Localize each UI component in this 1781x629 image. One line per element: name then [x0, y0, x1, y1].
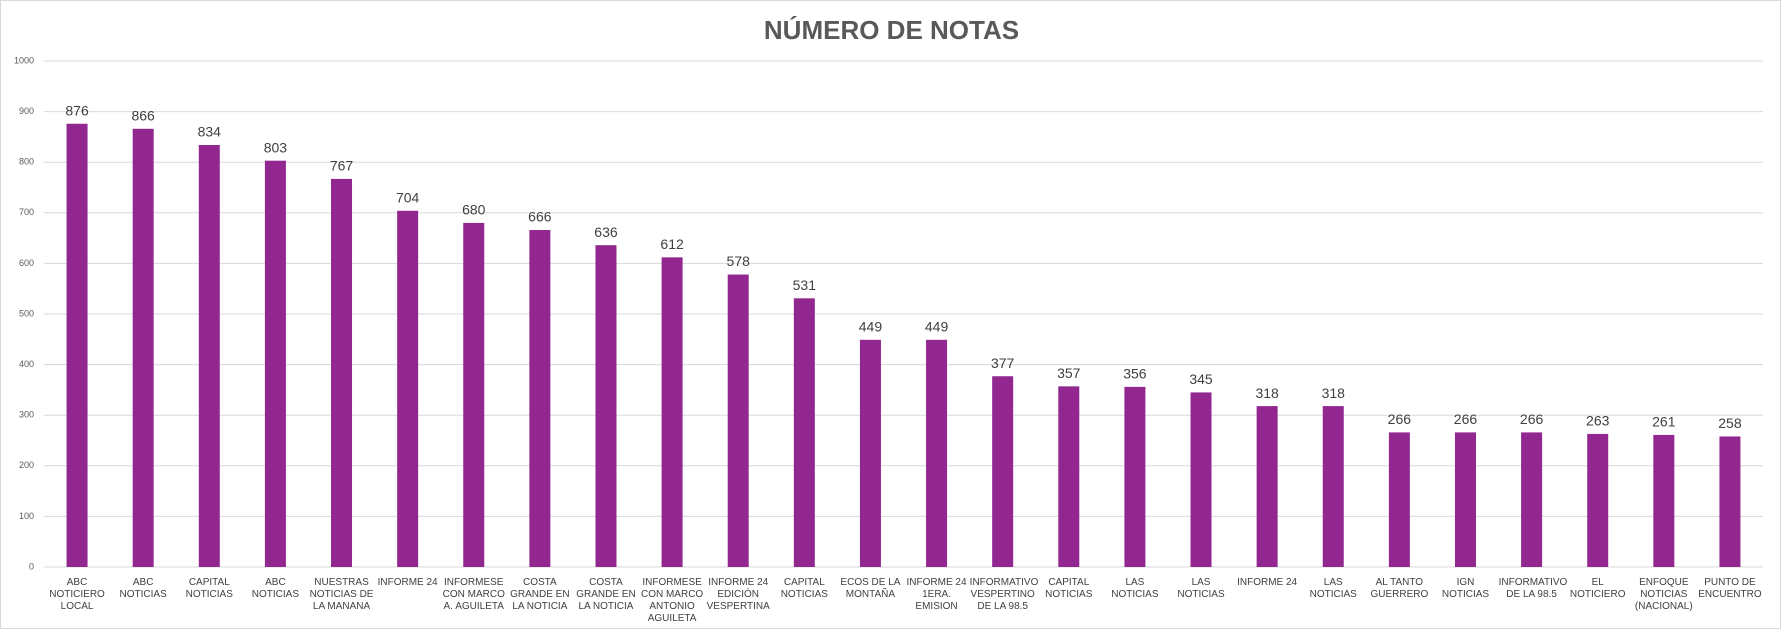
bar — [463, 222, 485, 568]
bar — [1322, 406, 1344, 567]
data-label: 318 — [1322, 385, 1346, 401]
x-tick-label: CAPITAL NOTICIAS — [185, 577, 233, 600]
x-tick-label: LAS NOTICIAS — [1177, 577, 1225, 600]
y-tick-label: 100 — [19, 511, 34, 521]
x-tick-label: IGN NOTICIAS — [1441, 577, 1490, 600]
data-label: 866 — [131, 108, 155, 124]
x-tick-label: INFORME 24 — [1237, 577, 1298, 588]
x-tick-label: LAS NOTICIAS — [1309, 577, 1357, 600]
bar — [1256, 406, 1278, 567]
data-label: 636 — [594, 224, 618, 240]
bar — [1587, 433, 1609, 567]
data-label: 345 — [1189, 371, 1213, 387]
x-tick-label: CAPITAL NOTICIAS — [1045, 577, 1093, 600]
x-tick-label: ABC NOTICIAS — [119, 577, 167, 600]
data-label: 263 — [1586, 413, 1610, 429]
x-tick-label: INFORMATIVO DE LA 98.5 — [1498, 577, 1568, 600]
x-tick-label: CAPITAL NOTICIAS — [780, 577, 828, 600]
bar — [1454, 432, 1476, 567]
x-tick-label: COSTA GRANDE EN LA NOTICIA — [576, 577, 636, 612]
y-tick-label: 800 — [19, 157, 34, 167]
data-label: 266 — [1520, 411, 1544, 427]
bar — [264, 160, 286, 567]
x-tick-label: INFORMESE CON MARCO A. AGUILETA — [442, 577, 505, 612]
y-tick-label: 300 — [19, 410, 34, 420]
x-tick-label: ECOS DE LA MONTAÑA — [840, 577, 901, 600]
y-tick-label: 700 — [19, 207, 34, 217]
x-tick-label: NUESTRAS NOTICIAS DE LA MANANA — [309, 577, 374, 612]
bar — [595, 245, 617, 567]
x-tick-label: AL TANTO GUERRERO — [1370, 577, 1429, 600]
data-label: 578 — [727, 253, 751, 269]
bar — [1388, 432, 1410, 567]
x-tick-label: INFORME 24 EDICIÓN VESPERTINA — [706, 577, 770, 612]
data-label: 612 — [660, 236, 684, 252]
data-label: 803 — [264, 139, 288, 155]
data-label: 876 — [65, 102, 89, 118]
bar — [198, 144, 220, 567]
bar — [331, 178, 353, 567]
bar — [859, 339, 881, 567]
x-tick-label: ABC NOTICIAS — [251, 577, 299, 600]
bar — [529, 230, 551, 567]
data-label: 704 — [396, 189, 420, 205]
data-label: 356 — [1123, 366, 1147, 382]
data-label: 258 — [1718, 415, 1742, 431]
x-tick-label: INFORME 24 — [377, 577, 438, 588]
y-tick-label: 200 — [19, 460, 34, 470]
bar — [132, 128, 154, 567]
data-label: 266 — [1388, 411, 1412, 427]
data-label: 834 — [198, 124, 222, 140]
data-label: 666 — [528, 209, 552, 225]
data-label: 767 — [330, 158, 354, 174]
y-tick-label: 0 — [29, 561, 34, 571]
data-label: 266 — [1454, 411, 1478, 427]
y-tick-label: 400 — [19, 359, 34, 369]
x-tick-label: INFORME 24 1ERA. EMISION — [906, 577, 967, 612]
y-tick-label: 600 — [19, 258, 34, 268]
x-tick-label: PUNTO DE ENCUENTRO — [1698, 577, 1762, 600]
x-tick-label: INFORMESE CON MARCO ANTONIO AGUILETA — [640, 577, 704, 624]
bar — [1521, 432, 1543, 567]
x-tick-label: ENFOQUE NOTICIAS (NACIONAL) — [1634, 577, 1693, 612]
x-tick-label: ABC NOTICIERO LOCAL — [49, 577, 105, 612]
x-tick-label: EL NOTICIERO — [1569, 577, 1626, 600]
data-label: 449 — [925, 319, 949, 335]
bar — [793, 298, 815, 567]
bar — [992, 376, 1014, 567]
data-label: 531 — [793, 277, 817, 293]
bar — [926, 339, 948, 567]
bar — [1124, 386, 1146, 567]
x-tick-label: LAS NOTICIAS — [1111, 577, 1159, 600]
chart-title: NÚMERO DE NOTAS — [763, 15, 1020, 45]
bar — [661, 257, 683, 567]
data-label: 318 — [1255, 385, 1279, 401]
data-label: 357 — [1057, 365, 1081, 381]
bar — [397, 210, 419, 567]
bar — [1653, 434, 1675, 567]
bar — [1190, 392, 1212, 567]
bar — [66, 123, 88, 567]
data-label: 449 — [859, 319, 883, 335]
bar — [727, 274, 749, 567]
data-label: 377 — [991, 355, 1015, 371]
data-label: 261 — [1652, 414, 1676, 430]
bar — [1058, 386, 1080, 567]
bar — [1719, 436, 1741, 567]
y-tick-label: 900 — [19, 106, 34, 116]
x-tick-label: COSTA GRANDE EN LA NOTICIA — [510, 577, 570, 612]
data-label: 680 — [462, 202, 486, 218]
x-tick-label: INFORMATIVO VESPERTINO DE LA 98.5 — [969, 577, 1039, 612]
y-tick-label: 500 — [19, 308, 34, 318]
y-tick-label: 1000 — [14, 55, 34, 65]
